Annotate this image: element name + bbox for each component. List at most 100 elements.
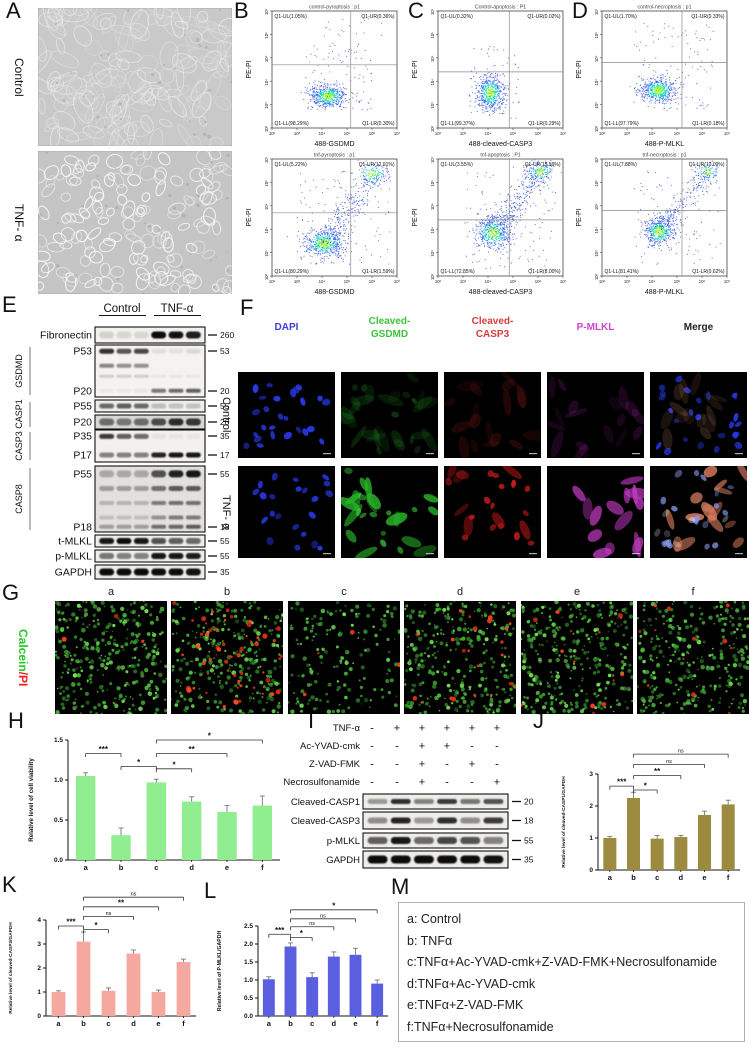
panel-k-letter: K	[2, 872, 17, 897]
bar-b	[111, 835, 131, 860]
legend-line: a: Control	[407, 912, 462, 926]
x-tick-label: 10⁵	[344, 279, 351, 284]
treatment-sign: -	[445, 759, 449, 771]
flow-title: control-necroptosis : p1	[638, 5, 692, 11]
y-tick-label: 1	[37, 989, 41, 996]
x-category-label: c	[154, 863, 158, 872]
bar-d	[674, 837, 688, 870]
bar-c	[101, 990, 116, 1016]
bar-b	[76, 941, 91, 1016]
y-tick-label: 3	[37, 941, 41, 948]
blot-bands	[99, 538, 201, 544]
flow-x-axis-label: 488-GSDMD	[314, 289, 354, 296]
treatment-label: Z-VAD-FMK	[309, 759, 361, 770]
y-tick-label: 10²	[594, 125, 599, 132]
x-category-label: c	[310, 1019, 314, 1028]
if-blobs	[444, 372, 541, 458]
if-image-r1c1	[341, 466, 438, 558]
x-tick-label: 10²	[435, 279, 442, 284]
blot-bands	[99, 418, 201, 426]
y-tick-label: 10⁷	[264, 8, 269, 15]
protein-label: p-MLKL	[55, 551, 92, 563]
protein-label: GAPDH	[55, 567, 92, 579]
treatment-sign: +	[494, 723, 500, 735]
treatment-label: Ac-YVAD-cmk	[300, 741, 360, 752]
treatment-sign: +	[444, 741, 450, 753]
significance-label: ns	[678, 749, 684, 755]
bar-c	[146, 782, 167, 860]
panel-h-letter: H	[8, 708, 24, 733]
flow-x-axis-label: 488-P-MLKL	[645, 141, 684, 148]
significance-label: ns	[666, 759, 672, 765]
flow-x-axis-label: 488-GSDMD	[314, 141, 354, 148]
blot-bands	[99, 433, 201, 458]
treatment-sign: +	[469, 723, 475, 735]
if-blobs	[243, 383, 331, 450]
quadrant-ul-label: Q1-UL(3.55%)	[441, 162, 474, 168]
mw-marker: 20	[220, 417, 230, 427]
x-tick-label: 10³	[624, 279, 631, 284]
microscopy-image	[38, 151, 232, 294]
x-tick-label: 10²	[269, 131, 276, 136]
x-tick-label: 10⁷	[560, 279, 567, 284]
panel-e-blots: Control TNF-α Fibronectin P53 P20 P55 P20 P35 P1…	[14, 303, 234, 580]
x-category-label: b	[81, 1019, 86, 1028]
panel-j-letter: J	[533, 708, 544, 733]
treatment-sign: -	[395, 777, 399, 789]
calcein-pi-image-a	[55, 601, 167, 714]
panel-a-letter: A	[6, 0, 21, 23]
x-category-label: b	[631, 873, 636, 882]
y-tick-label: 10⁶	[430, 180, 435, 187]
x-tick-label: 10⁴	[319, 279, 326, 284]
y-tick-label: 10⁵	[264, 203, 269, 210]
legend-box: a: Control b: TNFα c:TNFα+Ac-YVAD-cmk+Z-VA…	[398, 902, 745, 1042]
significance-label: *	[644, 782, 648, 791]
mw-marker: 20	[220, 386, 230, 396]
flow-title: control-pyroptosis : p1	[309, 5, 360, 11]
mw-marker: 35	[220, 431, 230, 441]
y-tick-label: 10⁴	[264, 227, 269, 234]
channel-header: Merge	[650, 308, 747, 348]
cell-texture	[38, 151, 232, 294]
quadrant-lr-label: Q1-LR(8.00%)	[528, 269, 561, 275]
y-tick-label: 1.0	[54, 777, 63, 784]
quadrant-ll-label: Q1-LL(81.41%)	[605, 269, 640, 275]
panel-e-letter: E	[2, 292, 17, 317]
if-image-r0c3	[547, 372, 644, 458]
y-tick-label: 10⁵	[594, 55, 599, 62]
flow-title: tnf-apoptosis : P1	[480, 153, 520, 159]
x-category-label: b	[119, 863, 124, 872]
x-tick-label: 10⁷	[560, 131, 567, 136]
y-tick-label: 2	[589, 803, 593, 810]
y-tick-label: 10⁴	[430, 227, 435, 234]
blot-label: GAPDH	[326, 855, 360, 866]
x-category-label: f	[727, 873, 730, 882]
significance-label: ns	[106, 911, 112, 917]
scatter-points	[300, 18, 383, 111]
quadrant-ul-label: Q1-UL(1.70%)	[605, 14, 638, 20]
flow-y-axis-label: PE-PI	[246, 60, 253, 78]
protein-group-label: CASP8	[14, 484, 24, 514]
x-tick-label: 10⁶	[699, 279, 706, 284]
quadrant-ul-label: Q1-UL(7.88%)	[605, 162, 638, 168]
flow-title: tnf-necroptosis : p1	[642, 153, 686, 159]
channel-header-line: CASP3	[475, 329, 510, 340]
quadrant-ur-label: Q1-UR(15.59%)	[525, 162, 561, 168]
panel-m-letter: M	[391, 874, 410, 899]
x-tick-label: 10⁶	[369, 279, 376, 284]
treatment-label: TNF-α	[333, 723, 361, 734]
y-tick-label: 10⁶	[264, 32, 269, 39]
panel-f-letter: F	[240, 295, 254, 320]
calcein-pi-label-part: Calcein	[16, 628, 30, 672]
x-category-label: e	[702, 873, 706, 882]
x-tick-label: 10⁷	[394, 279, 401, 284]
x-tick-label: 10⁵	[344, 131, 351, 136]
calcein-pi-image-f	[637, 601, 749, 714]
bar-c	[650, 838, 664, 870]
y-tick-label: 10⁷	[264, 156, 269, 163]
flow-x-axis-label: 488-cleaved-CASP3	[469, 289, 533, 296]
treatment-sign: -	[370, 759, 374, 771]
protein-group-label: CASP3	[14, 431, 24, 461]
